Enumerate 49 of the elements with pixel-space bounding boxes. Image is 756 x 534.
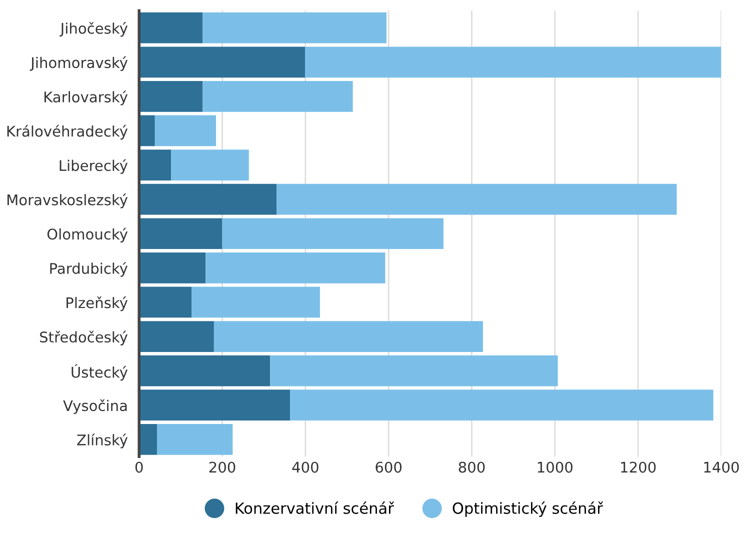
bar: [139, 321, 214, 352]
bar: [139, 218, 222, 250]
y-tick-label: Jihomoravský: [30, 56, 128, 71]
y-tick-label: Pardubický: [50, 262, 128, 277]
x-tick-label: 1200: [621, 462, 656, 473]
legend-label: Optimistický scénář: [452, 502, 604, 517]
y-tick-label: Liberecký: [60, 159, 128, 174]
bar: [222, 218, 444, 250]
bar: [139, 184, 277, 215]
bar: [154, 115, 216, 146]
y-tick-label: Ústecký: [72, 364, 128, 381]
bar: [139, 390, 290, 421]
y-tick-label: Středočeský: [40, 330, 128, 346]
bar: [139, 115, 155, 146]
y-tick-label: Karlovarský: [44, 90, 128, 106]
x-tick-label: 800: [458, 462, 485, 473]
y-tick-label: Královéhradecký: [7, 124, 128, 140]
legend-label: Konzervativní scénář: [236, 502, 394, 514]
bar: [139, 355, 270, 386]
bar: [139, 150, 172, 180]
y-tick-label: Moravskoslezský: [8, 193, 128, 208]
bar: [139, 286, 192, 318]
y-tick-label: Zlínský: [77, 434, 128, 448]
x-tick-label: 400: [292, 462, 318, 473]
bar: [139, 252, 206, 284]
bar: [214, 321, 483, 352]
x-tick-label: 1000: [538, 462, 572, 473]
x-tick-label: 600: [376, 462, 402, 473]
y-tick-label: Olomoucký: [47, 228, 128, 242]
y-tick-label: Vysočina: [63, 399, 127, 414]
bar: [202, 12, 387, 44]
x-tick-label: 1400: [704, 462, 739, 473]
bar: [290, 390, 714, 421]
bar: [156, 424, 233, 455]
bar: [139, 46, 306, 78]
y-tick-label: Plzeňský: [66, 296, 128, 312]
x-tick-label: 0: [135, 462, 143, 473]
bar: [191, 286, 320, 318]
bar: [171, 150, 249, 180]
bar: [206, 252, 386, 284]
bar: [270, 355, 558, 386]
bar: [139, 424, 157, 455]
x-tick-label: 200: [209, 462, 236, 473]
bar: [276, 184, 677, 215]
bar: [139, 80, 203, 112]
bar: [202, 80, 353, 112]
bar: [305, 46, 722, 78]
bar: [139, 12, 203, 44]
y-tick-label: Jihočeský: [60, 22, 128, 37]
